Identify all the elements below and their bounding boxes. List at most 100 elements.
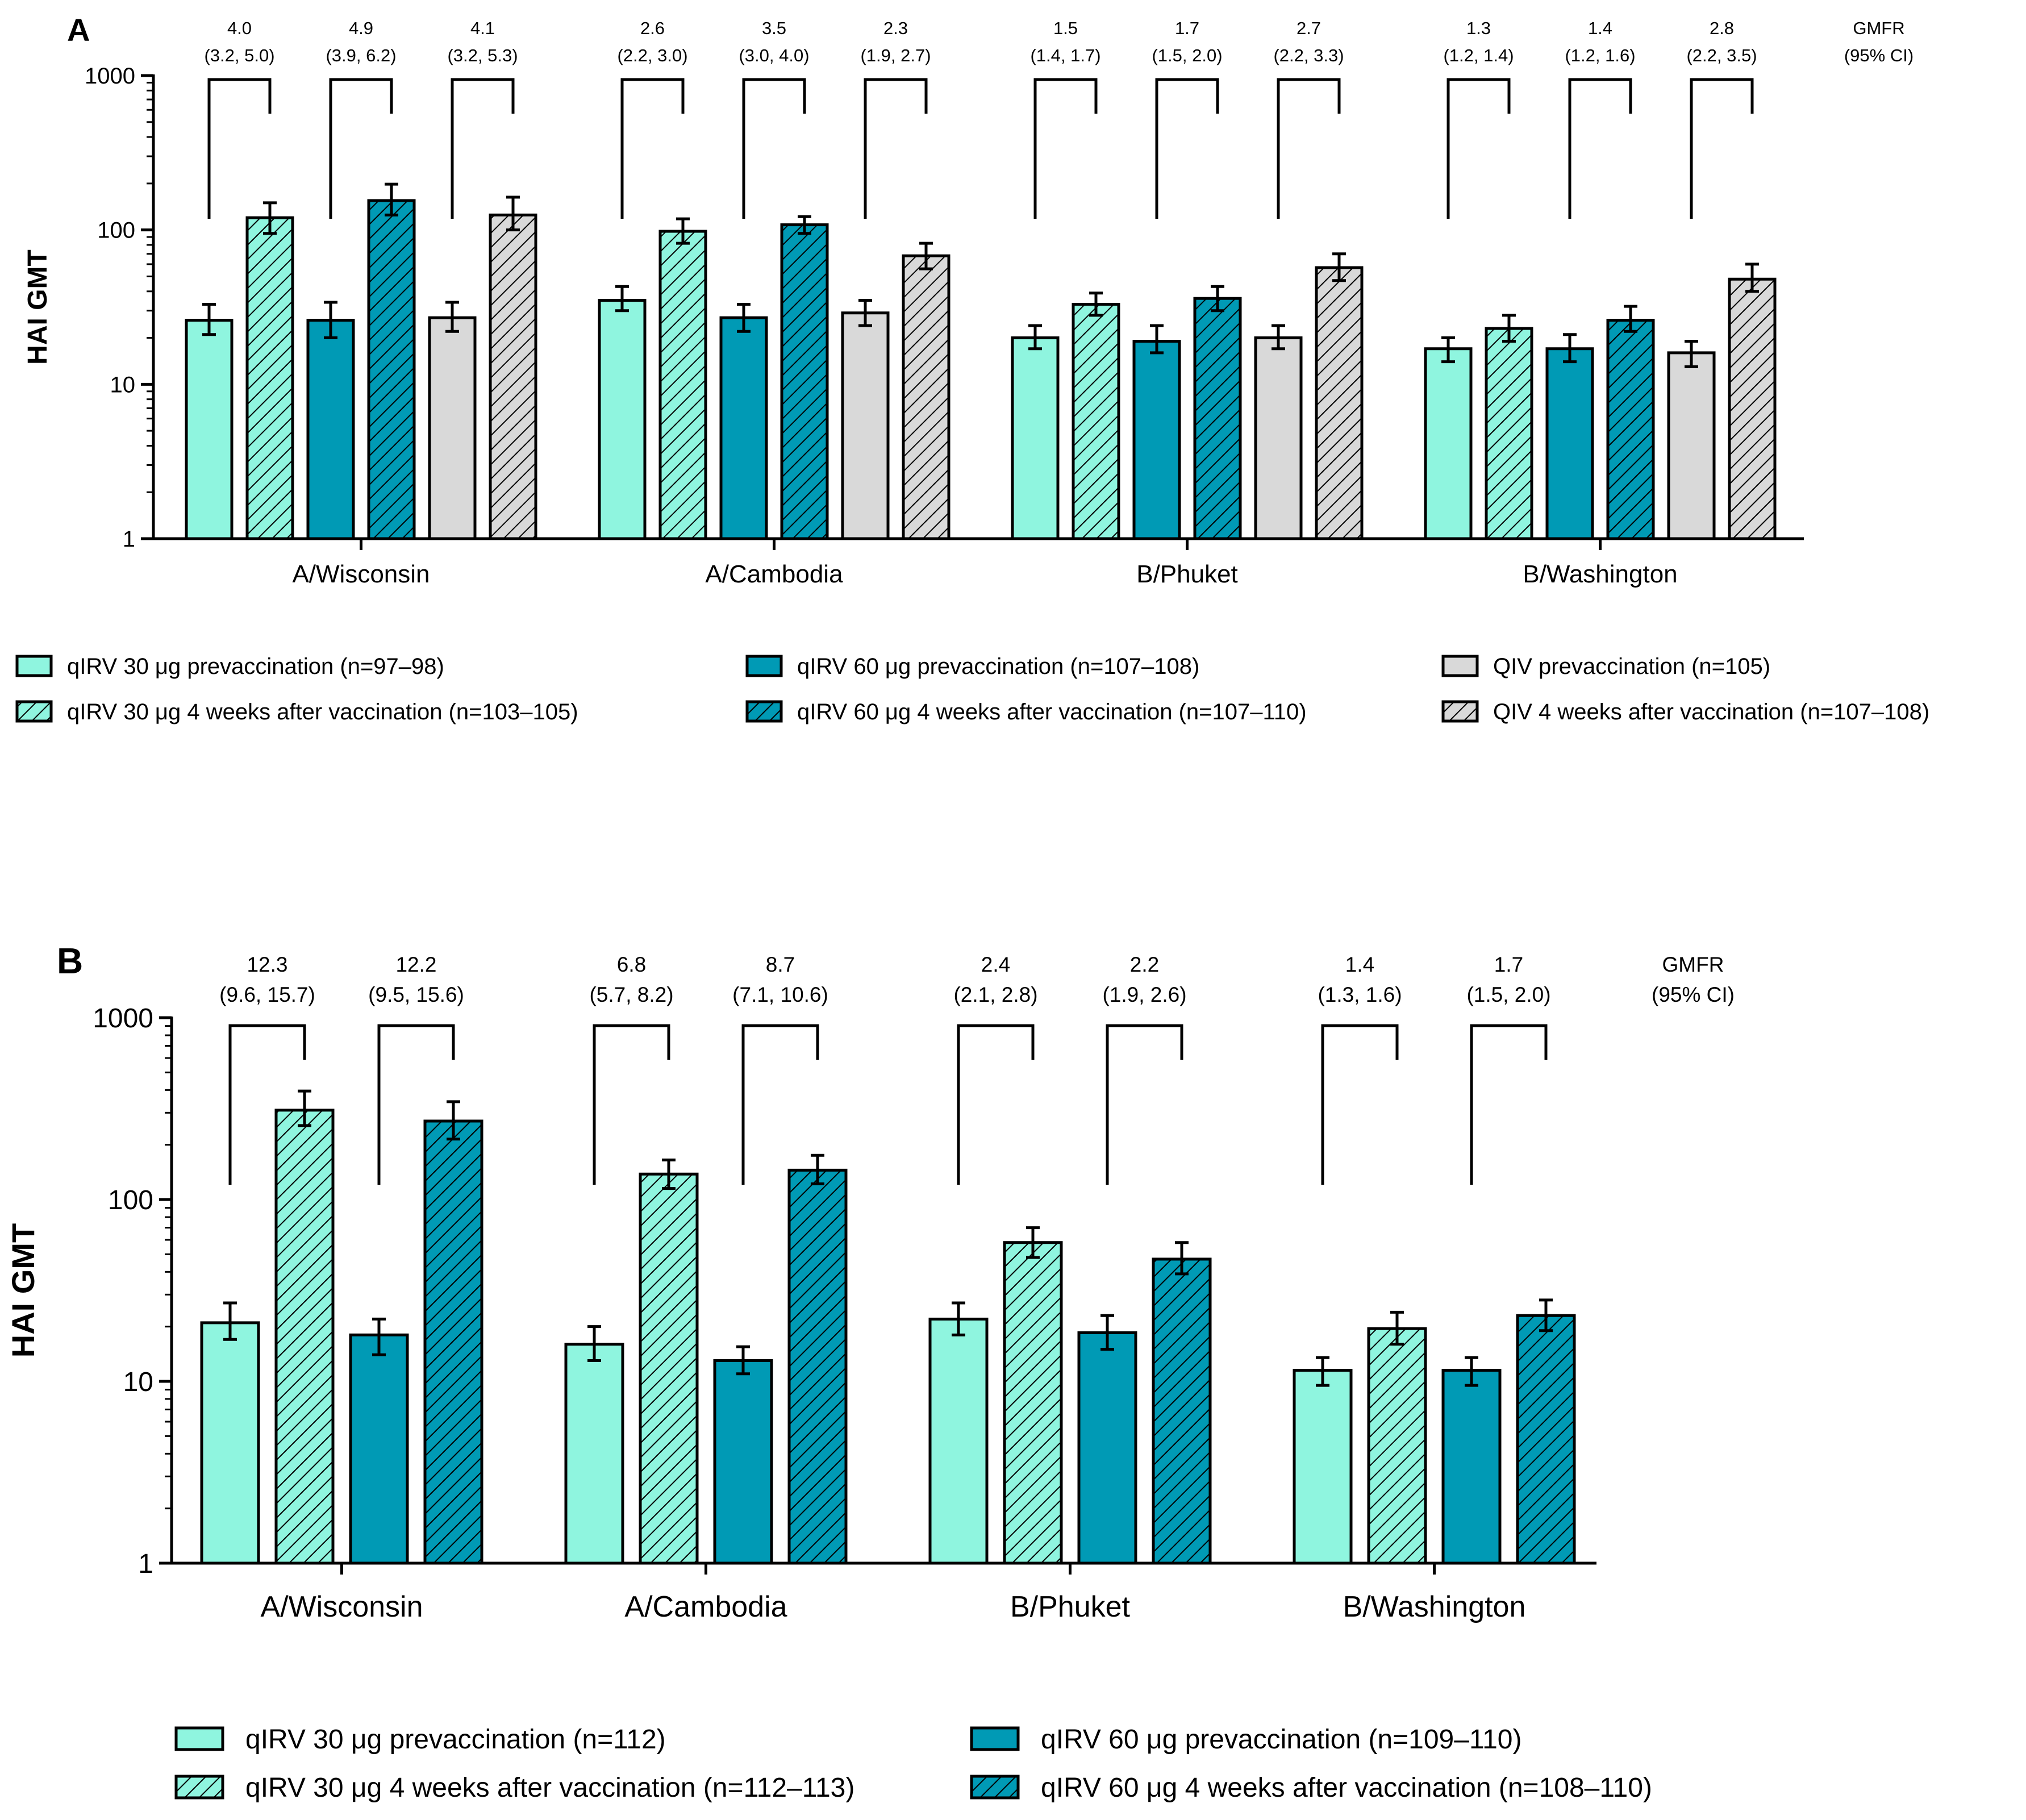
bar	[245, 216, 294, 540]
bar	[489, 213, 537, 540]
bar	[367, 199, 416, 540]
category-label: A/Cambodia	[705, 560, 843, 588]
bar	[1293, 1369, 1353, 1565]
gmfr-ci: (1.9, 2.6)	[1102, 983, 1186, 1006]
bar	[1254, 336, 1303, 540]
gmfr-value: 4.1	[470, 18, 495, 38]
gmfr-value: 1.3	[1466, 18, 1491, 38]
gmfr-value: 2.6	[640, 18, 665, 38]
gmfr-ci: (2.1, 2.8)	[953, 983, 1037, 1006]
bar	[658, 230, 707, 540]
bar	[902, 254, 951, 540]
legend-label: qIRV 60 μg 4 weeks after vaccination (n=…	[797, 699, 1307, 724]
gmfr-ci: (9.5, 15.6)	[368, 983, 464, 1006]
legend-label: qIRV 60 μg 4 weeks after vaccination (n=…	[1041, 1773, 1652, 1803]
panel-label: A	[67, 12, 90, 48]
bar	[719, 316, 768, 540]
gmfr-ci: (1.4, 1.7)	[1030, 45, 1100, 65]
y-tick-label: 100	[108, 1185, 153, 1215]
gmfr-ci: (3.2, 5.0)	[204, 45, 274, 65]
comparison-bracket	[1277, 78, 1341, 219]
bar	[1485, 327, 1533, 540]
bar	[1003, 1241, 1063, 1565]
gmfr-value: 4.9	[349, 18, 373, 38]
gmfr-ci: (2.2, 3.5)	[1686, 45, 1757, 65]
gmfr-ci: (9.6, 15.7)	[219, 983, 315, 1006]
y-tick-label: 10	[123, 1367, 153, 1397]
comparison-bracket	[1033, 78, 1098, 219]
bar	[185, 319, 234, 540]
comparison-bracket	[620, 78, 685, 219]
category-label: A/Wisconsin	[260, 1590, 423, 1623]
comparison-bracket	[1321, 1024, 1399, 1185]
legend-label: QIV prevaccination (n=105)	[1493, 654, 1770, 679]
bar	[200, 1321, 260, 1565]
gmfr-ci: (3.2, 5.3)	[447, 45, 518, 65]
category-label: B/Washington	[1343, 1590, 1526, 1623]
bar	[780, 223, 829, 540]
bar	[639, 1172, 699, 1565]
comparison-bracket	[228, 1024, 306, 1185]
legend-label: qIRV 60 μg prevaccination (n=107–108)	[797, 654, 1199, 679]
bar	[928, 1317, 989, 1565]
legend-label: qIRV 60 μg prevaccination (n=109–110)	[1041, 1725, 1521, 1755]
bar	[787, 1168, 848, 1565]
bar	[423, 1119, 483, 1565]
gmfr-header-ci: (95% CI)	[1652, 983, 1735, 1006]
bar	[1728, 277, 1777, 540]
gmfr-value: 3.5	[762, 18, 786, 38]
legend-swatch	[970, 1775, 1020, 1800]
bar	[1011, 336, 1060, 540]
comparison-bracket	[329, 78, 393, 219]
gmfr-value: 8.7	[766, 953, 795, 976]
bar	[306, 319, 355, 540]
gmfr-ci: (1.3, 1.6)	[1318, 983, 1402, 1006]
legend-swatch	[1441, 655, 1479, 677]
gmfr-value: 1.7	[1175, 18, 1199, 38]
category-label: A/Wisconsin	[292, 560, 430, 588]
gmfr-ci: (1.5, 2.0)	[1466, 983, 1550, 1006]
bar	[1516, 1314, 1576, 1565]
gmfr-header: GMFR	[1853, 18, 1904, 38]
comparison-bracket	[1568, 78, 1632, 219]
y-tick-label: 1	[123, 527, 135, 552]
comparison-bracket	[377, 1024, 455, 1185]
comparison-bracket	[1106, 1024, 1183, 1185]
comparison-bracket	[1155, 78, 1219, 219]
gmfr-header-ci: (95% CI)	[1844, 45, 1914, 65]
legend-swatch	[174, 1726, 224, 1751]
gmfr-value: 4.0	[227, 18, 252, 38]
gmfr-value: 12.2	[395, 953, 436, 976]
legend-label: qIRV 30 μg 4 weeks after vaccination (n=…	[67, 699, 578, 724]
gmfr-ci: (2.2, 3.0)	[617, 45, 687, 65]
bar	[349, 1333, 409, 1565]
comparison-bracket	[1470, 1024, 1548, 1185]
legend-swatch	[745, 655, 783, 677]
legend-label: qIRV 30 μg prevaccination (n=97–98)	[67, 654, 444, 679]
category-label: B/Washington	[1523, 560, 1677, 588]
y-tick-label: 100	[97, 218, 135, 243]
gmfr-value: 2.8	[1710, 18, 1734, 38]
gmfr-ci: (1.9, 2.7)	[860, 45, 931, 65]
bar	[1315, 266, 1364, 540]
category-label: B/Phuket	[1136, 560, 1238, 588]
bar	[1193, 297, 1242, 540]
gmfr-value: 12.3	[247, 953, 287, 976]
gmfr-value: 1.7	[1494, 953, 1523, 976]
bar	[274, 1109, 335, 1565]
gmfr-ci: (7.1, 10.6)	[732, 983, 828, 1006]
bar	[1077, 1331, 1137, 1565]
gmfr-value: 6.8	[617, 953, 646, 976]
bar	[1545, 347, 1594, 540]
panel-b: B HAI GMT 1 10 100 1000 A/Wisconsin 12.3 (9.6, 1…	[5, 940, 1735, 1803]
bar	[1152, 1257, 1212, 1565]
y-tick-label: 10	[110, 372, 136, 397]
bar	[841, 311, 890, 540]
bar	[598, 299, 647, 540]
comparison-bracket	[1690, 78, 1754, 219]
category-label: A/Cambodia	[624, 1590, 787, 1623]
comparison-bracket	[207, 78, 272, 219]
gmfr-ci: (2.2, 3.3)	[1273, 45, 1344, 65]
gmfr-value: 2.4	[981, 953, 1010, 976]
